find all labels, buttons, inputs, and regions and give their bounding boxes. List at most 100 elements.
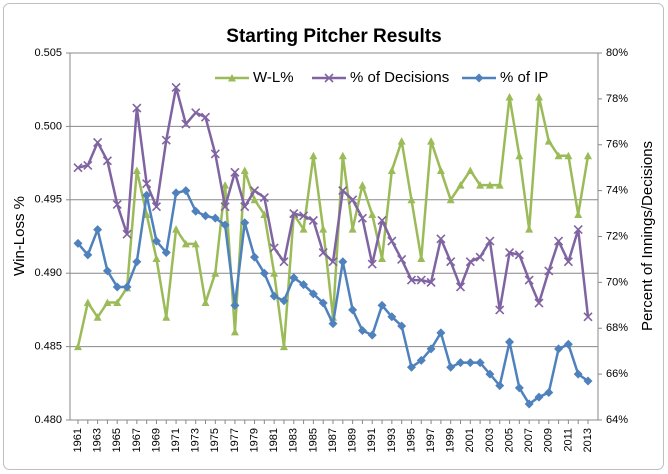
point bbox=[485, 236, 495, 246]
x-tick-label: 1967 bbox=[131, 428, 143, 452]
x-tick-label: 1989 bbox=[347, 428, 359, 452]
point bbox=[416, 275, 426, 285]
y-tick-label: 0.480 bbox=[34, 414, 62, 426]
point bbox=[534, 298, 544, 308]
point bbox=[102, 266, 112, 276]
point bbox=[465, 358, 475, 368]
point bbox=[357, 213, 367, 223]
point bbox=[289, 208, 299, 219]
point bbox=[446, 362, 456, 372]
chart-title: Starting Pitcher Results bbox=[226, 26, 441, 47]
point bbox=[328, 257, 338, 267]
point bbox=[338, 151, 347, 160]
x-tick-label: 1997 bbox=[425, 428, 437, 452]
point bbox=[132, 103, 142, 113]
point bbox=[122, 229, 132, 239]
point bbox=[377, 215, 387, 226]
point bbox=[358, 181, 367, 189]
x-tick-label: 2003 bbox=[484, 428, 496, 452]
point bbox=[348, 195, 358, 205]
x-tick-label: 1985 bbox=[307, 428, 319, 452]
point bbox=[230, 167, 240, 177]
x-tick-label: 2009 bbox=[543, 428, 555, 452]
point bbox=[378, 254, 387, 263]
point bbox=[406, 362, 416, 372]
point bbox=[426, 277, 436, 287]
point bbox=[387, 236, 397, 246]
point bbox=[73, 163, 83, 173]
point bbox=[397, 254, 407, 265]
point bbox=[210, 213, 220, 223]
point bbox=[544, 266, 554, 276]
point bbox=[456, 358, 465, 368]
point bbox=[318, 298, 328, 308]
point bbox=[436, 328, 446, 338]
point bbox=[260, 210, 269, 218]
point bbox=[299, 211, 309, 221]
point bbox=[416, 355, 426, 365]
x-tick-label: 1975 bbox=[209, 428, 221, 452]
point bbox=[240, 218, 250, 228]
x-tick-label: 2013 bbox=[582, 428, 594, 452]
point bbox=[583, 312, 593, 322]
point bbox=[299, 225, 308, 233]
point bbox=[83, 298, 92, 307]
x-tick-label: 1963 bbox=[92, 428, 104, 452]
x-tick-label: 1973 bbox=[190, 428, 202, 452]
x-tick-label: 1965 bbox=[111, 428, 123, 452]
point bbox=[387, 166, 396, 174]
y2-tick-label: 66% bbox=[606, 368, 628, 380]
point bbox=[446, 195, 455, 204]
chart-frame bbox=[3, 3, 664, 470]
point bbox=[93, 137, 103, 148]
point bbox=[514, 383, 524, 393]
y-axis-title: Win-Loss % bbox=[11, 196, 28, 276]
point bbox=[308, 215, 318, 226]
point bbox=[122, 282, 132, 292]
point bbox=[525, 225, 534, 233]
point bbox=[200, 112, 211, 122]
point bbox=[514, 250, 524, 260]
x-tick-label: 2007 bbox=[523, 428, 535, 452]
point bbox=[544, 387, 554, 397]
x-tick-label: 1991 bbox=[366, 428, 378, 452]
point bbox=[102, 156, 112, 166]
point bbox=[338, 257, 348, 267]
x-tick-label: 2011 bbox=[562, 428, 574, 452]
point bbox=[289, 273, 299, 283]
y2-tick-label: 78% bbox=[606, 93, 628, 105]
point bbox=[328, 319, 338, 329]
point bbox=[367, 330, 377, 340]
point bbox=[534, 93, 543, 101]
point bbox=[357, 326, 367, 336]
point bbox=[142, 190, 152, 200]
x-tick-label: 1977 bbox=[229, 428, 241, 452]
point bbox=[584, 151, 592, 160]
point bbox=[308, 289, 318, 299]
point bbox=[112, 199, 122, 209]
y2-tick-label: 64% bbox=[606, 414, 628, 426]
point bbox=[554, 344, 564, 354]
point bbox=[171, 188, 181, 198]
x-tick-label: 1969 bbox=[150, 428, 162, 452]
point bbox=[544, 137, 553, 145]
point bbox=[466, 166, 475, 174]
point bbox=[368, 210, 377, 218]
point bbox=[230, 327, 239, 336]
point bbox=[495, 181, 504, 189]
point bbox=[269, 243, 279, 253]
x-tick-label: 2005 bbox=[503, 428, 515, 452]
point bbox=[240, 202, 250, 212]
point bbox=[426, 344, 436, 354]
point bbox=[93, 225, 103, 235]
x-tick-label: 1995 bbox=[405, 428, 417, 452]
point bbox=[152, 254, 161, 263]
point bbox=[475, 252, 485, 262]
point bbox=[132, 257, 142, 267]
legend-marker bbox=[324, 73, 334, 83]
point bbox=[573, 225, 583, 235]
y2-tick-label: 80% bbox=[606, 47, 628, 59]
y2-axis-title: Percent of Innings/Decisions bbox=[639, 141, 656, 331]
point bbox=[220, 220, 230, 230]
